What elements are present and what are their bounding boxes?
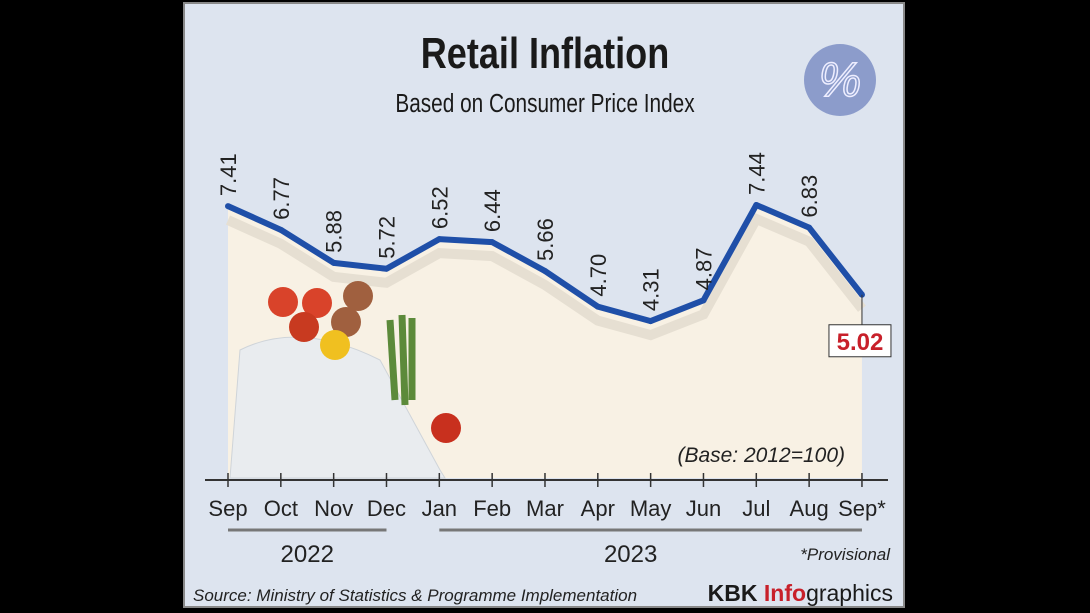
data-point xyxy=(489,239,496,246)
x-tick-label: Sep* xyxy=(838,496,886,521)
data-point xyxy=(806,224,813,231)
data-label: 5.88 xyxy=(322,210,347,253)
data-label: 6.44 xyxy=(480,189,505,232)
data-label: 4.87 xyxy=(691,247,716,290)
data-point xyxy=(436,236,443,243)
data-label: 7.44 xyxy=(744,152,769,195)
grocery-bag-illustration xyxy=(229,281,461,479)
x-tick-label: May xyxy=(630,496,672,521)
x-tick-label: Oct xyxy=(264,496,298,521)
x-tick-label: Mar xyxy=(526,496,564,521)
data-label: 7.41 xyxy=(216,153,241,196)
data-point xyxy=(594,303,601,310)
data-point xyxy=(753,201,760,208)
callout-box xyxy=(828,324,892,358)
year-label: 2022 xyxy=(281,541,334,568)
chart-subtitle: Based on Consumer Price Index xyxy=(395,89,694,118)
x-tick-label: Nov xyxy=(314,496,353,521)
data-label: 6.52 xyxy=(427,186,452,229)
data-label: 6.77 xyxy=(269,177,294,220)
x-tick-label: Jun xyxy=(686,496,721,521)
line-shadow xyxy=(225,212,866,341)
data-label: 5.02 xyxy=(837,329,884,356)
data-label: 6.83 xyxy=(797,175,822,218)
data-point xyxy=(647,318,654,325)
x-tick-label: Aug xyxy=(790,496,829,521)
source-note: Source: Ministry of Statistics & Program… xyxy=(193,586,637,605)
brand-logo: KBK Infographics xyxy=(708,580,893,606)
data-point xyxy=(225,203,231,210)
data-point xyxy=(383,265,390,272)
x-tick-label: Sep xyxy=(208,496,247,521)
data-label: 4.31 xyxy=(639,268,664,311)
x-tick-label: Jan xyxy=(422,496,457,521)
data-point xyxy=(277,226,284,233)
svg-text:%: % xyxy=(819,54,862,107)
x-tick-label: Apr xyxy=(581,496,615,521)
base-annotation: (Base: 2012=100) xyxy=(677,444,845,467)
year-label: 2023 xyxy=(604,541,657,568)
data-point xyxy=(330,259,337,266)
provisional-footnote: *Provisional xyxy=(800,545,891,564)
percent-icon: % xyxy=(804,44,876,116)
chart-title: Retail Inflation xyxy=(421,29,669,78)
data-point xyxy=(700,297,707,304)
data-label: 5.72 xyxy=(374,216,399,259)
data-label: 5.66 xyxy=(533,218,558,261)
x-tick-label: Dec xyxy=(367,496,406,521)
data-label: 4.70 xyxy=(586,254,611,297)
data-point xyxy=(541,268,548,275)
x-tick-label: Jul xyxy=(742,496,770,521)
x-tick-label: Feb xyxy=(473,496,511,521)
